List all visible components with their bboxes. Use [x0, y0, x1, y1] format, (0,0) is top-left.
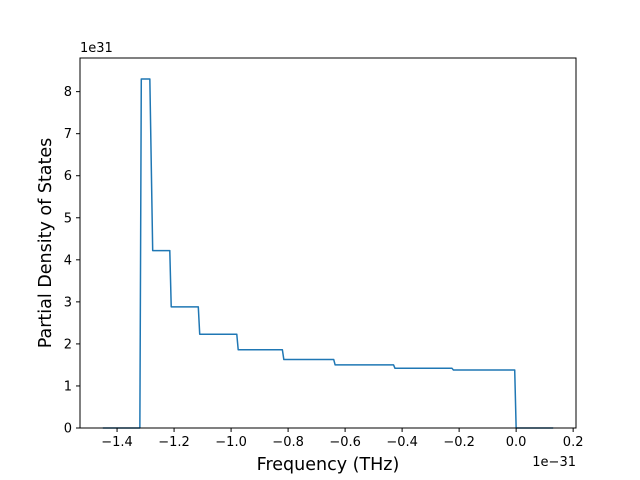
x-axis: −1.4 −1.2 −1.0 −0.8 −0.6 −0.4 −0.2 0.0 0.2 [101, 428, 583, 450]
y-axis-label: Partial Density of States [36, 138, 56, 349]
y-tick-label: 0 [64, 422, 72, 437]
y-tick-label: 3 [64, 295, 72, 310]
y-tick-label: 5 [64, 211, 72, 226]
y-tick-label: 1 [64, 379, 72, 394]
x-tick-label: −1.4 [101, 435, 133, 450]
x-tick-label: −1.0 [215, 435, 247, 450]
x-tick-label: −0.2 [443, 435, 475, 450]
series-line-0 [102, 78, 554, 429]
y-tick-label: 7 [64, 127, 72, 142]
y-tick-label: 6 [64, 169, 72, 184]
y-axis: 0 1 2 3 4 5 6 7 8 [64, 85, 80, 437]
y-tick-label: 4 [64, 253, 72, 268]
x-tick-label: 0.0 [506, 435, 527, 450]
x-axis-label: Frequency (THz) [257, 455, 400, 475]
y-tick-label: 8 [64, 85, 72, 100]
x-tick-label: −0.4 [386, 435, 418, 450]
plot-frame [79, 57, 577, 429]
x-tick-label: −0.8 [272, 435, 304, 450]
y-offset-label: 1e31 [80, 41, 113, 56]
x-tick-label: 0.2 [563, 435, 584, 450]
x-tick-label: −1.2 [158, 435, 190, 450]
series-layer [102, 78, 554, 429]
x-tick-label: −0.6 [329, 435, 361, 450]
x-offset-label: 1e−31 [532, 455, 576, 470]
y-tick-label: 2 [64, 337, 72, 352]
